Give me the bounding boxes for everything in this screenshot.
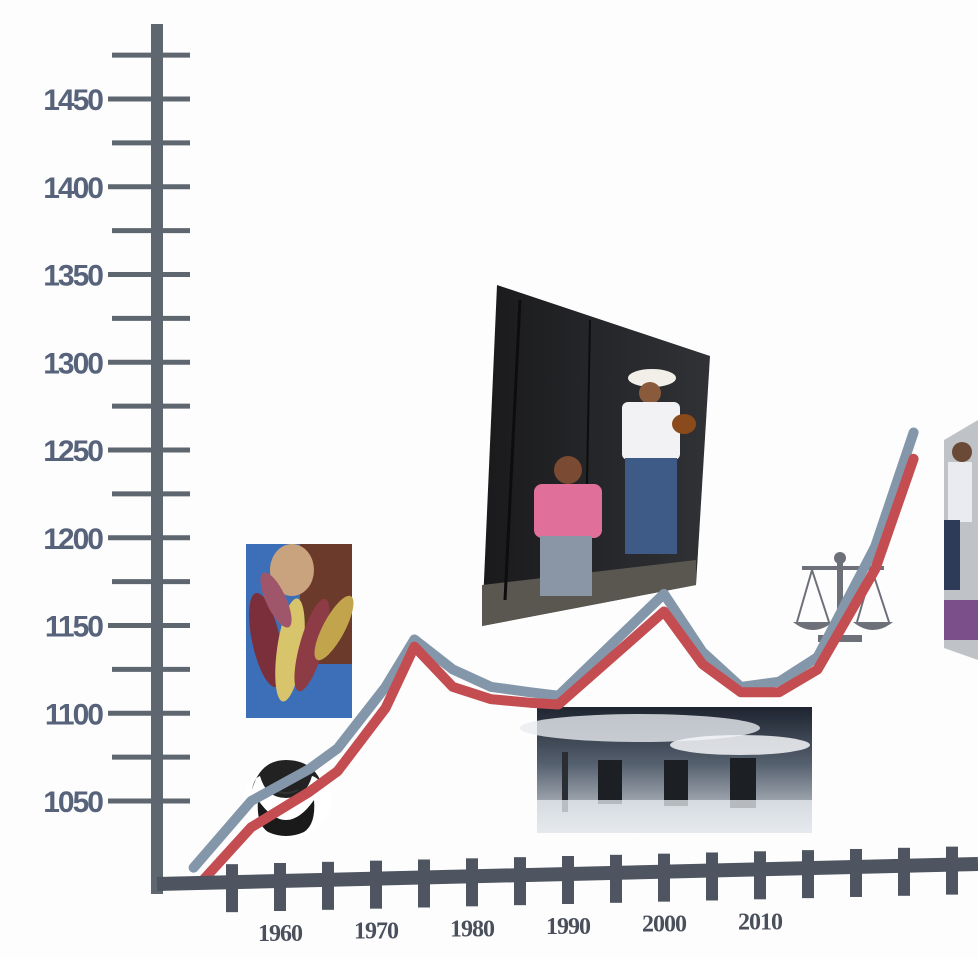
x-tick (706, 852, 718, 901)
x-tick (946, 846, 958, 895)
corn-photo (246, 544, 354, 718)
x-tick (850, 848, 862, 897)
y-tick-label: 1100 (45, 698, 103, 731)
x-tick-label: 2000 (642, 912, 687, 938)
x-tick-label: 1980 (450, 916, 495, 942)
x-tick (898, 847, 910, 896)
x-tick (226, 864, 238, 913)
y-tick-label: 1300 (43, 347, 103, 380)
y-tick-label: 1250 (43, 435, 103, 468)
series-line-1 (188, 427, 919, 873)
street-musician-photo (482, 285, 710, 626)
crowd-photo (944, 420, 978, 660)
x-tick (562, 855, 574, 904)
x-tick (466, 858, 478, 907)
y-tick-label: 1400 (43, 172, 103, 205)
smokestacks-photo (520, 707, 812, 833)
y-tick-label: 1050 (43, 786, 103, 819)
x-tick (754, 851, 766, 900)
y-tick-label: 1150 (45, 611, 103, 644)
x-tick (514, 857, 526, 906)
y-tick-label: 1350 (43, 260, 103, 293)
x-tick-label: 1990 (546, 914, 591, 940)
x-tick (322, 861, 334, 910)
x-tick (370, 860, 382, 909)
x-tick-label: 2010 (738, 909, 783, 935)
series-line-2 (198, 453, 919, 885)
x-tick (274, 863, 286, 912)
x-tick (802, 850, 814, 899)
x-tick (610, 854, 622, 903)
y-tick-label: 1200 (43, 523, 103, 556)
x-tick (658, 853, 670, 902)
x-tick-label: 1960 (258, 921, 303, 947)
y-tick-label: 1450 (43, 84, 103, 117)
x-tick (418, 859, 430, 908)
x-tick-label: 1970 (354, 919, 399, 945)
